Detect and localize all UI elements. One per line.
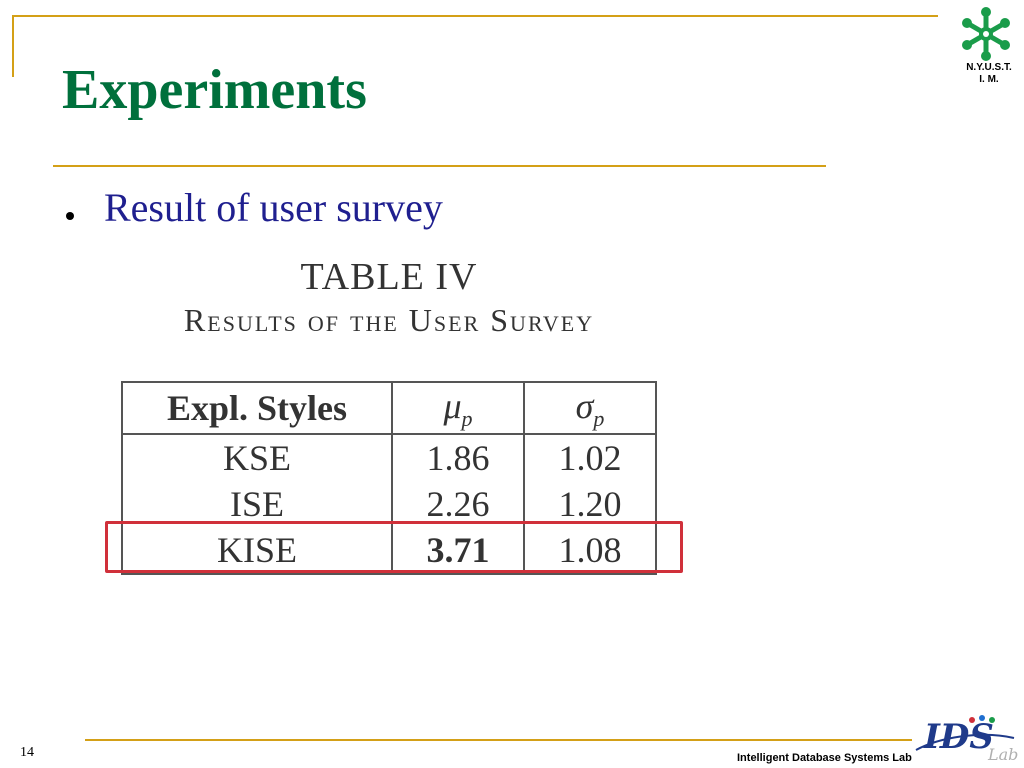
logo-caption: N.Y.U.S.T. I. M.: [946, 62, 1024, 86]
column-header-symbol: σ: [575, 385, 594, 426]
column-header-expl-styles: Expl. Styles: [121, 381, 393, 435]
footer-rule: [85, 739, 912, 741]
left-border-line: [12, 15, 14, 77]
table-cell-sigma: 1.20: [523, 481, 657, 527]
table-row: KSE 1.86 1.02: [121, 434, 657, 481]
table-header-row: Expl. Styles μp σp: [121, 381, 657, 435]
highlight-box: [105, 521, 683, 573]
table-cell-mu-best: 3.71: [391, 527, 525, 575]
ids-logo-text: IDS: [923, 717, 994, 757]
ids-lab-logo-icon: IDS Lab: [915, 715, 1018, 764]
logo-line-2: I. M.: [979, 74, 999, 85]
column-header-symbol: μ: [443, 385, 462, 426]
title-underline: [53, 165, 826, 167]
column-header-subscript: p: [593, 405, 605, 431]
footer-lab-name: Intelligent Database Systems Lab: [737, 752, 912, 764]
top-border-line: [12, 15, 938, 17]
table-cell-mu: 1.86: [391, 434, 525, 481]
logo-line-1: N.Y.U.S.T.: [966, 62, 1012, 73]
table-row-highlighted: KISE 3.71 1.08: [121, 527, 657, 575]
table-cell-mu: 2.26: [391, 481, 525, 527]
table-cell-style: ISE: [121, 481, 393, 527]
table-cell-sigma: 1.08: [523, 527, 657, 575]
table-cell-style: KSE: [121, 434, 393, 481]
column-header-label: Expl. Styles: [166, 388, 348, 428]
column-header-sigma: σp: [523, 381, 657, 435]
snowflake-emblem-icon: [962, 7, 1010, 61]
ids-logo-subtext: Lab: [987, 745, 1018, 764]
table-cell-sigma: 1.02: [523, 434, 657, 481]
bullet-dot: [66, 212, 74, 220]
slide-title: Experiments: [62, 59, 367, 121]
page-number: 14: [20, 745, 34, 760]
bullet-text: Result of user survey: [104, 185, 443, 230]
table-cell-style: KISE: [121, 527, 393, 575]
survey-results-table: Expl. Styles μp σp KSE 1.86 1.02 ISE 2.2…: [121, 381, 657, 575]
table-caption: Results of the User Survey: [183, 302, 595, 338]
column-header-subscript: p: [461, 405, 473, 431]
table-row: ISE 2.26 1.20: [121, 481, 657, 527]
column-header-mu: μp: [391, 381, 525, 435]
table-title: TABLE IV: [300, 256, 478, 298]
